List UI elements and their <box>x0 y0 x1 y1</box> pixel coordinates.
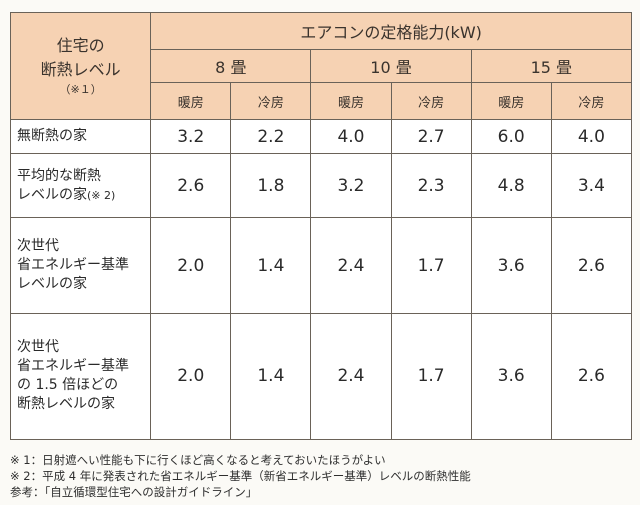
row-label: 次世代 省エネルギー基準 レベルの家 <box>9 217 152 314</box>
row-label-line: の 1.5 倍ほどの <box>17 377 119 394</box>
value-cell: 2.6 <box>150 153 232 219</box>
value-cell: 4.8 <box>470 153 552 219</box>
value-cell: 2.2 <box>230 118 312 155</box>
value-cell: 3.2 <box>310 153 392 219</box>
value-cell: 6.0 <box>470 118 552 155</box>
value-cell: 2.4 <box>310 217 392 314</box>
row-label: 次世代 省エネルギー基準 の 1.5 倍ほどの 断熱レベルの家 <box>9 312 152 441</box>
table-row: 無断熱の家 3.2 2.2 4.0 2.7 6.0 4.0 <box>9 118 633 155</box>
corner-line-1: 住宅の <box>56 36 105 55</box>
corner-note: （※１） <box>59 83 102 96</box>
row-label-line: 省エネルギー基準 <box>17 358 129 375</box>
value-cell: 2.0 <box>150 217 232 314</box>
mode-cooling: 冷房 <box>230 82 312 120</box>
value-cell: 2.6 <box>550 312 633 441</box>
row-label: 平均的な断熱 レベルの家(※ 2) <box>9 153 152 219</box>
value-cell: 4.0 <box>310 118 392 155</box>
mode-heating: 暖房 <box>310 82 392 120</box>
mode-heating: 暖房 <box>150 82 232 120</box>
size-header-15: 15 畳 <box>470 49 633 83</box>
insulation-level-header: 住宅の 断熱レベル （※１） <box>9 12 152 120</box>
row-label: 無断熱の家 <box>9 118 152 155</box>
footnote-2: ※ 2：平成 4 年に発表された省エネルギー基準（新省エネルギー基準）レベルの断… <box>10 469 471 483</box>
row-label-line: レベルの家 <box>17 186 87 203</box>
footnote-1: ※ 1：日射遮へい性能も下に行くほど高くなると考えておいたほうがよい <box>10 453 386 467</box>
value-cell: 2.7 <box>390 118 472 155</box>
table-row: 次世代 省エネルギー基準 の 1.5 倍ほどの 断熱レベルの家 2.0 1.4 … <box>9 312 633 441</box>
row-label-line: 次世代 <box>17 339 59 356</box>
value-cell: 2.0 <box>150 312 232 441</box>
size-header-8: 8 畳 <box>150 49 312 83</box>
value-cell: 2.3 <box>390 153 472 219</box>
aircon-capacity-table: 住宅の 断熱レベル （※１） エアコンの定格能力(kW) 8 畳 10 畳 15… <box>9 12 633 441</box>
footnotes: ※ 1：日射遮へい性能も下に行くほど高くなると考えておいたほうがよい ※ 2：平… <box>10 452 471 500</box>
size-header-10: 10 畳 <box>310 49 472 83</box>
row-label-note: (※ 2) <box>87 188 116 202</box>
value-cell: 3.6 <box>470 312 552 441</box>
mode-cooling: 冷房 <box>390 82 472 120</box>
value-cell: 3.2 <box>150 118 232 155</box>
table-row: 平均的な断熱 レベルの家(※ 2) 2.6 1.8 3.2 2.3 4.8 3.… <box>9 153 633 219</box>
mode-heating: 暖房 <box>470 82 552 120</box>
row-label-line: 省エネルギー基準 <box>17 257 129 274</box>
value-cell: 4.0 <box>550 118 633 155</box>
row-label-line: 次世代 <box>17 238 59 255</box>
value-cell: 3.4 <box>550 153 633 219</box>
value-cell: 1.4 <box>230 217 312 314</box>
value-cell: 1.8 <box>230 153 312 219</box>
value-cell: 3.6 <box>470 217 552 314</box>
value-cell: 2.6 <box>550 217 633 314</box>
value-cell: 1.7 <box>390 312 472 441</box>
row-label-line: レベルの家 <box>17 276 87 293</box>
value-cell: 1.4 <box>230 312 312 441</box>
mode-cooling: 冷房 <box>550 82 633 120</box>
capacity-title: エアコンの定格能力(kW) <box>150 12 632 50</box>
corner-line-2: 断熱レベル <box>40 60 121 79</box>
value-cell: 2.4 <box>310 312 392 441</box>
row-label-line: 断熱レベルの家 <box>17 396 115 413</box>
row-label-line: 無断熱の家 <box>17 128 87 145</box>
value-cell: 1.7 <box>390 217 472 314</box>
row-label-line: 平均的な断熱 <box>17 167 101 184</box>
reference-note: 参考：「自立循環型住宅への設計ガイドライン」 <box>10 485 258 499</box>
table-row: 次世代 省エネルギー基準 レベルの家 2.0 1.4 2.4 1.7 3.6 2… <box>9 217 633 314</box>
